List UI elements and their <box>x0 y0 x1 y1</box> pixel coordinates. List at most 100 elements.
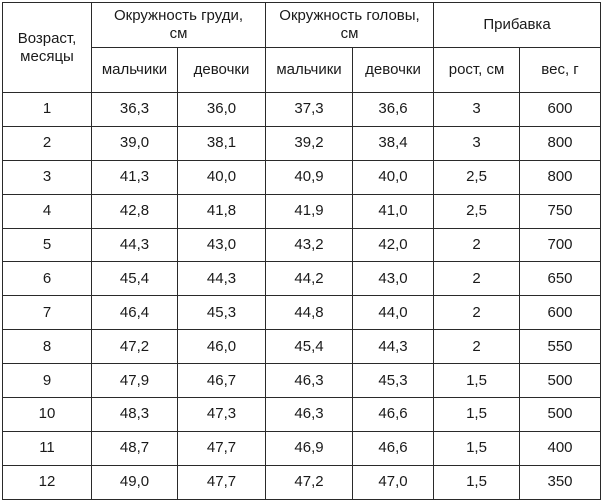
head-girls-header: девочки <box>351 47 435 93</box>
chest-boys-cell: 49,0 <box>91 464 178 500</box>
chest-boys-cell: 48,3 <box>91 397 178 432</box>
gain-header-text: Прибавка <box>483 16 551 33</box>
age-cell: 4 <box>2 193 92 229</box>
head-header-text: Окружность головы, см <box>279 7 420 42</box>
table-row: 10 48,3 47,3 46,3 46,6 1,5 500 <box>2 397 602 432</box>
chest-header-text: Окружность груди, см <box>113 7 244 42</box>
head-girls-cell: 38,4 <box>351 125 435 161</box>
chest-girls-cell: 43,0 <box>177 227 266 263</box>
table-row: 6 45,4 44,3 44,2 43,0 2 650 <box>2 261 602 297</box>
chest-girls-cell: 47,7 <box>177 464 266 500</box>
age-cell: 1 <box>2 92 92 127</box>
head-girls-cell: 40,0 <box>351 159 435 195</box>
weight-gain-cell: 350 <box>519 464 602 500</box>
head-girls-cell: 36,6 <box>351 92 435 127</box>
height-gain-cell: 1,5 <box>433 397 521 432</box>
weight-gain-cell: 750 <box>519 193 602 229</box>
head-boys-cell: 44,8 <box>265 295 353 331</box>
head-girls-cell: 46,6 <box>351 430 435 466</box>
weight-gain-cell: 650 <box>519 261 602 297</box>
chest-boys-cell: 44,3 <box>91 227 178 263</box>
weight-gain-cell: 800 <box>519 159 602 195</box>
chest-boys-cell: 36,3 <box>91 92 178 127</box>
height-gain-header: рост, см <box>433 47 521 93</box>
head-circumference-header: Окружность головы, см <box>264 2 435 48</box>
age-cell: 3 <box>2 159 92 195</box>
head-girls-cell: 46,6 <box>351 397 435 432</box>
height-gain-cell: 3 <box>433 125 521 161</box>
age-cell: 5 <box>2 227 92 263</box>
weight-gain-cell: 600 <box>519 295 602 331</box>
chest-girls-cell: 38,1 <box>177 125 266 161</box>
height-gain-cell: 2 <box>433 261 521 297</box>
table-header: Возраст, месяцы Окружность груди, см Окр… <box>2 2 602 93</box>
age-cell: 9 <box>2 363 92 399</box>
head-girls-cell: 42,0 <box>351 227 435 263</box>
chest-girls-header: девочки <box>177 47 266 93</box>
age-cell: 7 <box>2 295 92 331</box>
chest-boys-cell: 39,0 <box>91 125 178 161</box>
weight-gain-cell: 550 <box>519 329 602 365</box>
weight-gain-header: вес, г <box>519 47 602 93</box>
head-girls-cell: 41,0 <box>351 193 435 229</box>
table-row: 9 47,9 46,7 46,3 45,3 1,5 500 <box>2 363 602 399</box>
table-body: 1 36,3 36,0 37,3 36,6 3 600 2 39,0 38,1 39,2 38,4 3 8… <box>2 92 602 500</box>
chest-boys-cell: 48,7 <box>91 430 178 466</box>
height-gain-cell: 2 <box>433 295 521 331</box>
table-row: 8 47,2 46,0 45,4 44,3 2 550 <box>2 329 602 365</box>
chest-girls-cell: 47,7 <box>177 430 266 466</box>
height-gain-cell: 1,5 <box>433 464 521 500</box>
chest-boys-cell: 46,4 <box>91 295 178 331</box>
head-boys-cell: 47,2 <box>265 464 353 500</box>
age-cell: 2 <box>2 125 92 161</box>
age-cell: 11 <box>2 430 92 466</box>
head-girls-cell: 47,0 <box>351 464 435 500</box>
chest-circumference-header: Окружность груди, см <box>91 2 266 48</box>
head-girls-cell: 44,3 <box>351 329 435 365</box>
chest-boys-cell: 45,4 <box>91 261 178 297</box>
head-boys-cell: 46,9 <box>265 430 353 466</box>
weight-gain-cell: 700 <box>519 227 602 263</box>
chest-girls-cell: 40,0 <box>177 159 266 195</box>
header-row-top: Возраст, месяцы Окружность груди, см Окр… <box>2 2 602 93</box>
height-gain-cell: 1,5 <box>433 430 521 466</box>
header-row-sub: мальчики девочки мальчики девочки рост, … <box>3 47 602 93</box>
table-row: 4 42,8 41,8 41,9 41,0 2,5 750 <box>2 193 602 229</box>
height-gain-cell: 2,5 <box>433 159 521 195</box>
weight-gain-cell: 600 <box>519 92 602 127</box>
height-gain-cell: 1,5 <box>433 363 521 399</box>
head-boys-cell: 46,3 <box>265 363 353 399</box>
head-boys-header: мальчики <box>265 47 353 93</box>
head-boys-cell: 45,4 <box>265 329 353 365</box>
chest-boys-cell: 41,3 <box>91 159 178 195</box>
chest-boys-cell: 42,8 <box>91 193 178 229</box>
age-cell: 8 <box>2 329 92 365</box>
age-header-text: Возраст, месяцы <box>17 29 77 65</box>
chest-girls-cell: 44,3 <box>177 261 266 297</box>
weight-gain-cell: 500 <box>519 363 602 399</box>
table-row: 1 36,3 36,0 37,3 36,6 3 600 <box>2 92 602 127</box>
head-girls-cell: 45,3 <box>351 363 435 399</box>
head-boys-cell: 39,2 <box>265 125 353 161</box>
chest-girls-cell: 46,7 <box>177 363 266 399</box>
height-gain-cell: 2,5 <box>433 193 521 229</box>
gain-header: Прибавка <box>433 2 602 48</box>
head-boys-cell: 46,3 <box>265 397 353 432</box>
height-gain-cell: 2 <box>433 329 521 365</box>
age-cell: 6 <box>2 261 92 297</box>
head-boys-cell: 43,2 <box>265 227 353 263</box>
chest-girls-cell: 36,0 <box>177 92 266 127</box>
head-boys-cell: 37,3 <box>265 92 353 127</box>
age-cell: 12 <box>2 464 92 500</box>
table-row: 5 44,3 43,0 43,2 42,0 2 700 <box>2 227 602 263</box>
height-gain-cell: 2 <box>433 227 521 263</box>
age-cell: 10 <box>2 397 92 432</box>
table-row: 11 48,7 47,7 46,9 46,6 1,5 400 <box>2 430 602 466</box>
chest-girls-cell: 45,3 <box>177 295 266 331</box>
chest-girls-cell: 46,0 <box>177 329 266 365</box>
chest-girls-cell: 41,8 <box>177 193 266 229</box>
table-row: 3 41,3 40,0 40,9 40,0 2,5 800 <box>2 159 602 195</box>
table-row: 12 49,0 47,7 47,2 47,0 1,5 350 <box>2 464 602 500</box>
chest-girls-cell: 47,3 <box>177 397 266 432</box>
